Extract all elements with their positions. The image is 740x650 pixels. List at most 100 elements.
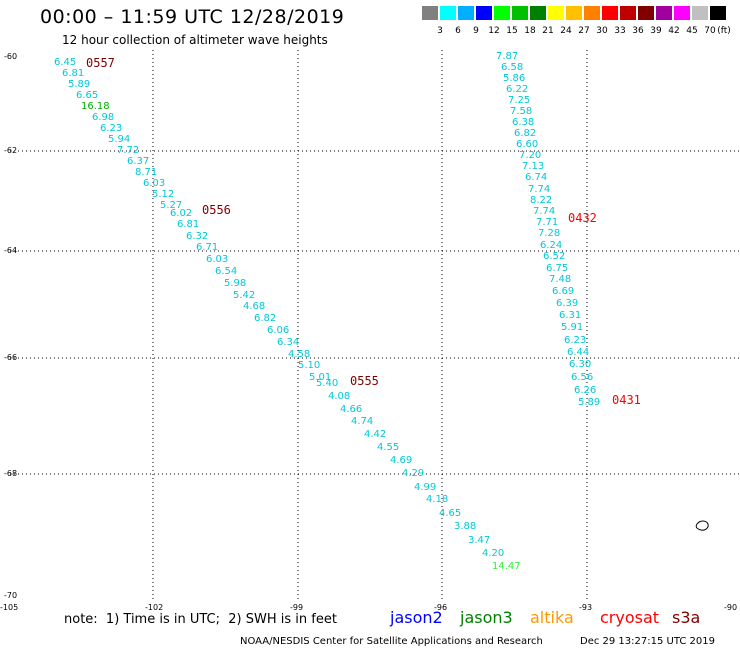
wave-height-value: 7.71	[536, 217, 559, 228]
colorbar-label: 39	[650, 26, 662, 36]
wave-height-value: 6.06	[267, 325, 290, 336]
longitude-tick-label: -96	[434, 603, 448, 612]
wave-height-value: 6.98	[92, 112, 115, 123]
colorbar-label: 30	[596, 26, 608, 36]
wave-height-value: 7.72	[117, 145, 140, 156]
wave-height-value: 16.18	[81, 101, 110, 112]
longitude-tick-label: -102	[145, 603, 164, 612]
colorbar-swatch	[602, 6, 618, 20]
map-title: 00:00 – 11:59 UTC 12/28/2019	[40, 6, 345, 28]
colorbar-label: 6	[455, 26, 461, 36]
colorbar-label: 15	[506, 26, 518, 36]
colorbar-unit: (ft)	[717, 26, 731, 36]
colorbar-swatch	[476, 6, 492, 20]
wave-height-value: 6.26	[574, 385, 597, 396]
wave-height-value: 4.55	[377, 442, 400, 453]
wave-height-value: 6.52	[543, 251, 566, 262]
wave-height-value: 7.48	[549, 274, 572, 285]
wave-height-value: 4.66	[340, 404, 363, 415]
wave-height-value: 5.94	[108, 134, 131, 145]
longitude-tick-label: -93	[579, 603, 593, 612]
colorbar-swatch	[638, 6, 654, 20]
latitude-tick-label: -70	[4, 591, 18, 600]
colorbar-swatch	[692, 6, 708, 20]
wave-height-value: 5.98	[224, 278, 247, 289]
pass-label: 0431	[612, 393, 641, 407]
colorbar-swatch	[548, 6, 564, 20]
satellite-legend-entry: s3a	[672, 608, 701, 627]
colorbar-swatch	[530, 6, 546, 20]
wave-height-value: 6.39	[556, 298, 579, 309]
wave-height-value: 6.31	[559, 310, 582, 321]
wave-height-value: 5.91	[561, 322, 584, 333]
wave-height-value: 6.34	[277, 337, 300, 348]
colorbar-swatch	[422, 6, 438, 20]
map-subtitle: 12 hour collection of altimeter wave hei…	[62, 33, 328, 47]
wave-height-value: 5.86	[503, 73, 526, 84]
wave-height-value: 7.74	[528, 184, 551, 195]
wave-height-value: 6.82	[514, 128, 537, 139]
wave-height-value: 6.58	[501, 62, 524, 73]
colorbar-label: 12	[488, 26, 500, 36]
footer-timestamp: Dec 29 13:27:15 UTC 2019	[580, 636, 715, 647]
colorbar-swatch	[620, 6, 636, 20]
wave-height-value: 3.88	[454, 521, 477, 532]
colorbar-label: 36	[632, 26, 644, 36]
wave-height-value: 5.42	[233, 290, 256, 301]
wave-height-value: 5.89	[578, 397, 601, 408]
footer-credit: NOAA/NESDIS Center for Satellite Applica…	[240, 636, 543, 647]
wave-height-value: 6.23	[564, 335, 587, 346]
colorbar-label: 9	[473, 26, 479, 36]
wave-height-value: 4.58	[288, 349, 311, 360]
note-text: note: 1) Time is in UTC; 2) SWH is in fe…	[64, 612, 337, 627]
colorbar-label: 18	[524, 26, 536, 36]
satellite-legend-entry: altika	[530, 608, 574, 627]
wave-height-value: 4.20	[482, 548, 505, 559]
colorbar-swatch	[494, 6, 510, 20]
wave-height-value: 6.38	[512, 117, 535, 128]
colorbar-label: 42	[668, 26, 680, 36]
wave-height-value: 6.69	[552, 286, 575, 297]
wave-height-value: 5.40	[316, 378, 339, 389]
wave-height-value: 6.02	[170, 208, 193, 219]
latitude-tick-label: -62	[4, 146, 18, 155]
satellite-legend-entry: cryosat	[600, 608, 660, 627]
wave-height-value: 6.22	[506, 84, 529, 95]
colorbar-label: 33	[614, 26, 626, 36]
wave-height-value: 6.82	[254, 313, 277, 324]
wave-height-value: 8.71	[135, 167, 158, 178]
wave-height-value: 6.74	[525, 172, 548, 183]
wave-height-value: 7.13	[522, 161, 545, 172]
colorbar-label: 70	[704, 26, 716, 36]
colorbar-swatch	[512, 6, 528, 20]
wave-height-value: 6.60	[516, 139, 539, 150]
wave-height-value: 3.47	[468, 535, 491, 546]
colorbar-swatch	[584, 6, 600, 20]
wave-height-value: 6.32	[186, 231, 209, 242]
island-outline	[695, 520, 709, 531]
colorbar-swatch	[440, 6, 456, 20]
wave-height-value: 5.89	[68, 79, 91, 90]
wave-height-value: 6.24	[540, 240, 563, 251]
wave-height-value: 6.37	[127, 156, 150, 167]
colorbar-swatch	[710, 6, 726, 20]
wave-height-value: 6.54	[215, 266, 238, 277]
wave-height-value: 4.42	[364, 429, 387, 440]
colorbar-label: 24	[560, 26, 572, 36]
wave-height-value: 14.47	[492, 561, 521, 572]
satellite-legend-entry: jason3	[460, 608, 513, 627]
wave-height-value: 4.68	[243, 301, 266, 312]
colorbar-label: 27	[578, 26, 590, 36]
latitude-tick-label: -60	[4, 52, 18, 61]
wave-height-value: 4.08	[328, 391, 351, 402]
wave-height-value: 7.87	[496, 51, 519, 62]
colorbar-swatch	[674, 6, 690, 20]
wave-height-value: 6.81	[62, 68, 85, 79]
wave-height-value: 6.56	[571, 372, 594, 383]
colorbar-swatch	[656, 6, 672, 20]
wave-height-value: 7.25	[508, 95, 531, 106]
wave-height-value: 5.12	[152, 189, 175, 200]
wave-height-value: 4.69	[390, 455, 413, 466]
wave-height-value: 6.65	[76, 90, 99, 101]
